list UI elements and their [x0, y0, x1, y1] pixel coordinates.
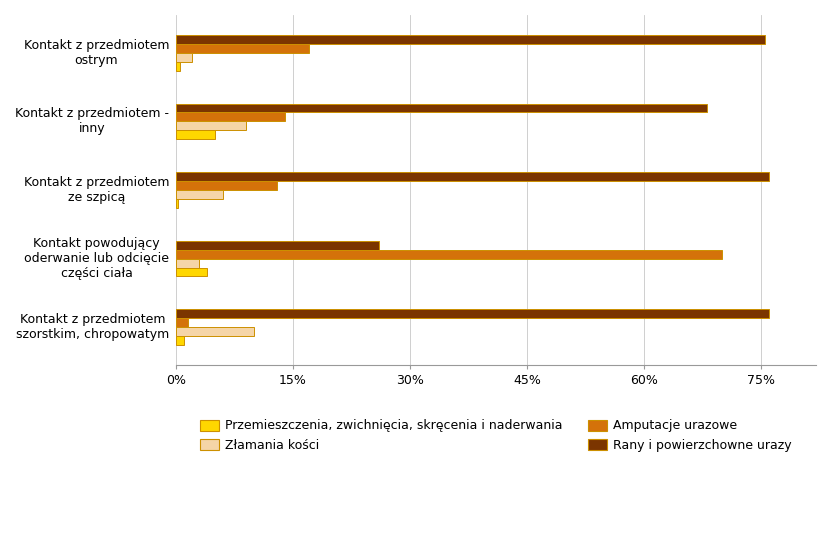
Bar	[176, 199, 179, 208]
Bar	[176, 44, 308, 53]
Bar	[176, 250, 722, 259]
Bar	[176, 104, 706, 112]
Bar	[176, 327, 254, 336]
Bar	[176, 112, 285, 121]
Bar	[176, 268, 207, 276]
Bar	[176, 259, 199, 268]
Bar	[176, 181, 278, 190]
Bar	[176, 336, 184, 345]
Bar	[176, 190, 223, 199]
Bar	[176, 121, 246, 130]
Bar	[176, 130, 215, 139]
Bar	[176, 318, 188, 327]
Bar	[176, 172, 770, 181]
Legend: Przemieszczenia, zwichnięcia, skręcenia i naderwania, Złamania kości, Amputacje : Przemieszczenia, zwichnięcia, skręcenia …	[195, 414, 797, 456]
Bar	[176, 53, 192, 62]
Bar	[176, 310, 770, 318]
Bar	[176, 241, 379, 250]
Bar	[176, 62, 179, 70]
Bar	[176, 35, 765, 44]
